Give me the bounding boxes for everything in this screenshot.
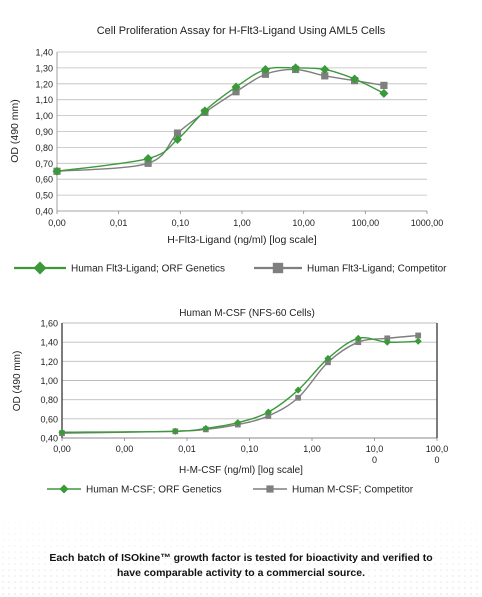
y-tick-label: 1,00 bbox=[35, 111, 53, 121]
x-tick-label: 0,01 bbox=[178, 444, 196, 454]
legend: Human M-CSF; ORF Genetics Human M-CSF; Co… bbox=[47, 484, 414, 496]
y-tick-label: 1,30 bbox=[35, 63, 53, 73]
data-point bbox=[58, 428, 66, 436]
legend-entry: Human M-CSF; Competitor bbox=[253, 485, 414, 496]
y-tick-label: 0,80 bbox=[40, 395, 58, 405]
y-tick-label: 1,60 bbox=[40, 319, 58, 329]
x-tick-label: 0,00 bbox=[53, 444, 71, 454]
y-tick-label: 0,60 bbox=[35, 175, 53, 185]
y-tick-label: 0,70 bbox=[35, 159, 53, 169]
data-point bbox=[200, 106, 210, 116]
x-tick-label: 1,00 bbox=[303, 444, 321, 454]
x-tick-label: 1,00 bbox=[233, 218, 251, 228]
data-point bbox=[33, 261, 47, 275]
data-point bbox=[295, 394, 302, 401]
data-point bbox=[143, 154, 153, 164]
data-point bbox=[379, 88, 389, 98]
data-point bbox=[320, 64, 330, 74]
chart-title: Human M-CSF (NFS-60 Cells) bbox=[179, 308, 315, 319]
legend-label: Human M-CSF; ORF Genetics bbox=[86, 485, 222, 496]
data-point bbox=[264, 408, 272, 416]
y-tick-label: 1,40 bbox=[40, 338, 58, 348]
legend-label: Human M-CSF; Competitor bbox=[292, 485, 414, 496]
y-tick-label: 0,90 bbox=[35, 127, 53, 137]
legend-entry: Human Flt3-Ligand; ORF Genetics bbox=[14, 261, 225, 275]
data-point bbox=[354, 334, 362, 342]
data-point bbox=[52, 166, 62, 176]
caption: Each batch of ISOkine™ growth factor is … bbox=[49, 552, 433, 579]
series-line bbox=[56, 66, 385, 172]
y-tick-label: 1,10 bbox=[35, 95, 53, 105]
y-tick-labels: 0,40 0,50 0,60 0,70 0,80 0,90 1,00 1,10 1,20 1,30… bbox=[35, 48, 53, 217]
x-axis-label: H-Flt3-Ligand (ng/ml) [log scale] bbox=[167, 234, 316, 246]
data-point bbox=[414, 337, 422, 345]
y-tick-label: 0,40 bbox=[40, 434, 58, 444]
data-point bbox=[272, 262, 284, 274]
y-tick-label: 1,00 bbox=[40, 376, 58, 386]
data-series bbox=[52, 63, 389, 176]
data-point bbox=[260, 64, 270, 74]
m-csf-chart: Human M-CSF (NFS-60 Cells) 0,40 0,60 0,80 1… bbox=[12, 308, 448, 496]
y-tick-label: 1,20 bbox=[40, 357, 58, 367]
background-dot-pattern bbox=[0, 507, 482, 597]
data-point bbox=[265, 413, 272, 419]
y-tick-labels: 0,40 0,60 0,80 1,00 1,20 1,40 1,60 bbox=[40, 319, 58, 444]
data-point bbox=[59, 484, 69, 494]
flt3-ligand-chart: Cell Proliferation Assay for H-Flt3-Liga… bbox=[9, 25, 447, 275]
data-series bbox=[58, 332, 422, 437]
y-tick-label: 0,60 bbox=[40, 414, 58, 424]
x-axis-label: H-M-CSF (ng/ml) [log scale] bbox=[179, 465, 303, 476]
x-tick-labels: 0,00 0,00 0,01 0,10 1,00 10,0 0 100,0 0 bbox=[53, 444, 448, 465]
chart-title: Cell Proliferation Assay for H-Flt3-Liga… bbox=[97, 25, 386, 37]
data-point bbox=[380, 81, 388, 89]
data-point bbox=[231, 82, 241, 92]
data-point bbox=[173, 134, 183, 144]
y-tick-label: 0,40 bbox=[35, 207, 53, 217]
gridlines bbox=[56, 51, 428, 214]
data-point bbox=[321, 72, 329, 80]
y-tick-label: 0,50 bbox=[35, 191, 53, 201]
x-tick-label: 0,00 bbox=[116, 444, 134, 454]
series-line bbox=[56, 68, 385, 172]
x-tick-label: 0,10 bbox=[172, 218, 190, 228]
x-tick-label: 10,00 bbox=[292, 218, 315, 228]
data-point bbox=[355, 339, 362, 346]
x-tick-labels: 0,00 0,01 0,10 1,00 10,00 100,00 1000,00 bbox=[48, 218, 443, 228]
legend-entry: Human M-CSF; ORF Genetics bbox=[47, 484, 222, 496]
legend-label: Human Flt3-Ligand; Competitor bbox=[307, 264, 447, 275]
data-point bbox=[232, 88, 240, 96]
y-tick-label: 0,80 bbox=[35, 143, 53, 153]
data-point bbox=[144, 159, 152, 167]
data-point bbox=[291, 63, 301, 73]
data-point bbox=[350, 74, 360, 84]
y-axis-label: OD (490 mm) bbox=[9, 99, 21, 163]
legend-label: Human Flt3-Ligand; ORF Genetics bbox=[71, 264, 225, 275]
data-point bbox=[261, 70, 270, 78]
data-point bbox=[266, 485, 274, 493]
y-tick-label: 1,40 bbox=[35, 48, 53, 58]
data-point bbox=[384, 335, 391, 342]
data-point bbox=[415, 332, 422, 339]
y-tick-label: 1,20 bbox=[35, 79, 53, 89]
data-point bbox=[325, 359, 331, 366]
x-tick-label: 0,01 bbox=[110, 218, 128, 228]
data-point bbox=[173, 129, 182, 137]
x-tick-label: 0,10 bbox=[241, 444, 259, 454]
legend: Human Flt3-Ligand; ORF Genetics Human Flt… bbox=[14, 261, 447, 275]
x-tick-label: 0,00 bbox=[48, 218, 66, 228]
x-tick-label: 100,00 bbox=[352, 218, 380, 228]
x-tick-label: 1000,00 bbox=[411, 218, 444, 228]
y-axis-label: OD (490 mm) bbox=[12, 351, 23, 412]
legend-entry: Human Flt3-Ligand; Competitor bbox=[254, 262, 447, 275]
series-line bbox=[61, 336, 419, 433]
